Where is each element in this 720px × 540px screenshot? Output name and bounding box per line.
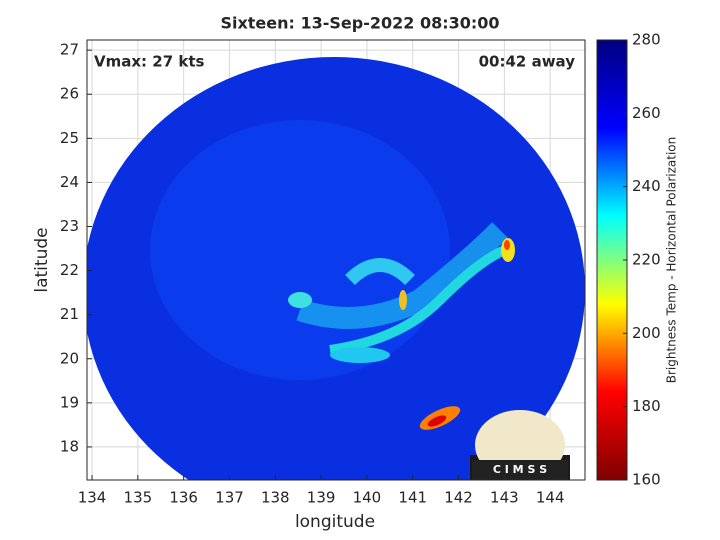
colorbar-tick-label: 200 [632,324,661,342]
x-tick-label: 137 [215,489,244,507]
x-tick-label: 134 [78,489,107,507]
colorbar-tick-label: 240 [632,177,661,195]
x-tick-label: 139 [307,489,336,507]
y-tick-label: 27 [60,41,79,59]
colorbar-tick-label: 180 [632,397,661,415]
colorbar-tick-label: 160 [632,471,661,489]
y-tick-label: 26 [60,85,79,103]
y-tick-label: 22 [60,261,79,279]
annotation: 00:42 away [479,53,576,71]
colorbar-tick-label: 220 [632,251,661,269]
colorbar-label: Brightness Temp - Horizontal Polarizatio… [665,137,679,384]
x-tick-label: 138 [261,489,290,507]
y-tick-label: 20 [60,349,79,367]
y-tick-label: 19 [60,393,79,411]
x-axis-label: longitude [295,512,375,532]
x-tick-label: 135 [124,489,153,507]
annotation: Vmax: 27 kts [94,53,204,71]
y-tick-label: 23 [60,217,79,235]
y-tick-label: 21 [60,305,79,323]
logo: C I M S S [493,463,547,476]
chart-title: Sixteen: 13-Sep-2022 08:30:00 [220,14,499,33]
colorbar [596,39,628,481]
x-tick-label: 136 [169,489,198,507]
y-tick-label: 18 [60,437,79,455]
colorbar-tick-label: 260 [632,104,661,122]
x-tick-label: 141 [398,489,427,507]
x-tick-label: 142 [444,489,473,507]
satellite-image [87,57,585,480]
x-tick-label: 143 [490,489,519,507]
y-tick-label: 25 [60,129,79,147]
y-axis-label: latitude [32,227,52,292]
x-tick-label: 144 [536,489,565,507]
colorbar-tick-label: 280 [632,31,661,49]
plot-frame [86,39,586,481]
x-tick-label: 140 [353,489,382,507]
y-tick-label: 24 [60,173,79,191]
